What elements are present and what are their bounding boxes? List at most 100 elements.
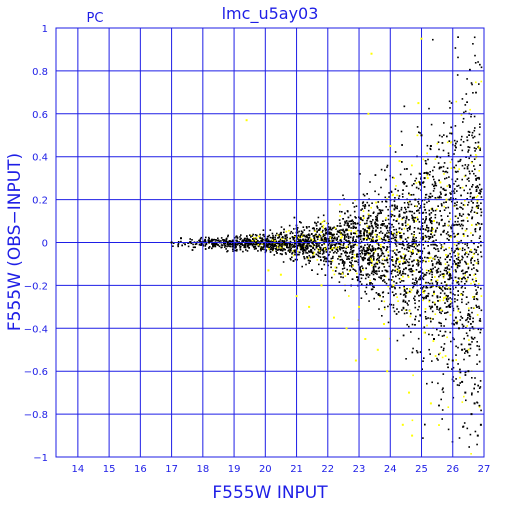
density-dot <box>320 259 322 262</box>
density-dot <box>310 239 312 241</box>
density-dot <box>428 238 430 240</box>
density-dot <box>288 244 291 247</box>
data-point-yellow <box>426 177 429 180</box>
density-dot <box>471 170 474 172</box>
density-dot <box>253 243 256 246</box>
density-dot <box>435 184 438 187</box>
density-dot <box>475 196 478 198</box>
density-dot <box>414 295 416 298</box>
data-point-yellow <box>308 305 311 308</box>
density-dot <box>456 322 458 325</box>
density-dot <box>338 281 341 283</box>
density-dot <box>444 224 446 227</box>
density-dot <box>426 286 429 289</box>
density-dot <box>281 236 284 238</box>
density-dot <box>429 307 432 310</box>
density-dot <box>473 387 475 390</box>
density-dot <box>471 131 474 134</box>
density-dot <box>315 246 318 249</box>
density-dot <box>404 238 407 240</box>
density-dot <box>363 256 365 259</box>
density-dot <box>465 184 467 187</box>
chart-title: lmc_u5ay03 <box>222 4 319 24</box>
density-dot <box>391 223 393 226</box>
density-dot <box>376 263 379 265</box>
density-dot <box>433 301 436 304</box>
density-dot <box>322 235 324 238</box>
density-dot <box>393 280 395 283</box>
density-dot <box>426 256 428 259</box>
density-dot <box>413 297 415 300</box>
density-dot <box>463 235 465 237</box>
density-dot <box>363 232 365 234</box>
density-dot <box>465 228 468 230</box>
density-dot <box>428 173 431 176</box>
density-dot <box>300 221 302 224</box>
density-dot <box>449 192 451 194</box>
density-dot <box>438 309 440 311</box>
density-dot <box>350 247 353 249</box>
density-dot <box>424 220 426 222</box>
density-dot <box>473 158 476 160</box>
density-dot <box>450 193 452 195</box>
density-dot <box>390 213 392 216</box>
density-dot <box>322 229 324 232</box>
density-dot <box>283 231 285 234</box>
density-dot <box>476 195 479 197</box>
density-dot <box>477 286 479 289</box>
density-dot <box>266 243 268 246</box>
density-dot <box>378 270 380 272</box>
density-dot <box>298 253 300 256</box>
density-dot <box>440 215 443 217</box>
density-dot <box>340 273 342 275</box>
density-dot <box>422 299 424 302</box>
density-dot <box>312 246 314 249</box>
density-dot <box>292 250 295 252</box>
density-dot <box>422 182 424 184</box>
density-dot <box>419 276 421 279</box>
density-dot <box>422 244 424 246</box>
data-point-black <box>467 370 470 373</box>
density-dot <box>470 453 472 455</box>
density-dot <box>292 260 295 262</box>
density-dot <box>275 246 278 249</box>
density-dot <box>471 278 474 281</box>
density-dot <box>364 277 367 280</box>
density-dot <box>462 219 464 222</box>
density-dot <box>422 278 425 281</box>
density-dot <box>431 208 434 211</box>
density-dot <box>439 296 441 298</box>
density-dot <box>325 251 328 253</box>
density-dot <box>430 270 433 273</box>
density-dot <box>410 312 412 315</box>
density-dot <box>448 271 451 273</box>
density-dot <box>467 317 469 319</box>
density-dot <box>348 270 351 272</box>
density-dot <box>352 251 354 253</box>
density-dot <box>347 246 349 248</box>
density-dot <box>453 251 455 254</box>
density-dot <box>431 226 433 229</box>
density-dot <box>459 214 461 217</box>
density-dot <box>275 250 277 253</box>
density-dot <box>475 269 478 271</box>
data-point-black <box>264 239 267 242</box>
density-dot <box>458 265 461 267</box>
density-dot <box>461 258 463 261</box>
density-dot <box>445 207 447 209</box>
density-dot <box>235 250 238 252</box>
density-dot <box>433 258 436 261</box>
density-dot <box>228 243 230 246</box>
density-dot <box>433 293 435 295</box>
density-dot <box>261 237 263 240</box>
density-dot <box>287 250 290 252</box>
density-dot <box>405 224 407 227</box>
density-dot <box>478 348 481 351</box>
density-dot <box>409 255 412 258</box>
density-dot <box>450 266 453 268</box>
density-dot <box>318 233 321 236</box>
density-dot <box>417 249 420 252</box>
density-dot <box>386 246 389 248</box>
density-dot <box>425 272 428 274</box>
density-dot <box>468 339 470 341</box>
